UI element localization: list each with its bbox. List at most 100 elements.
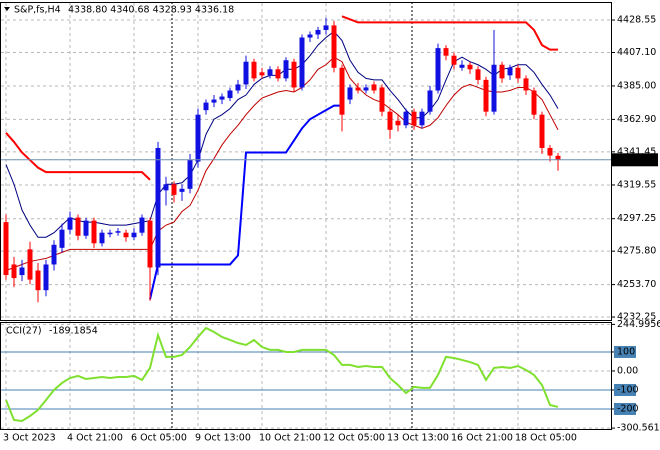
candle-body [123, 232, 129, 238]
chart-title: S&P,fs,H4 [14, 5, 61, 16]
candle-body [3, 222, 9, 276]
x-tick-label: 13 Oct 13:00 [387, 433, 449, 444]
candle-body [139, 217, 145, 233]
y-tick-label: -300.5615 [617, 423, 660, 434]
candle-body [35, 270, 41, 291]
y-tick-label: 0.00 [617, 365, 638, 376]
cci-title: CCI(27) [6, 326, 42, 337]
x-tick-label: 3 Oct 2023 [3, 433, 56, 444]
candle-body [259, 72, 265, 76]
candle-body [451, 55, 457, 65]
x-tick-label: 9 Oct 13:00 [195, 433, 251, 444]
candle-body [427, 90, 433, 112]
candle-body [59, 229, 65, 248]
candle-body [515, 67, 521, 79]
candle-body [507, 67, 513, 76]
candle-body [547, 147, 553, 156]
candle-body [387, 111, 393, 130]
candle-body [499, 64, 505, 79]
candle-body [99, 232, 105, 244]
candle-body [283, 60, 289, 79]
candle-body [371, 84, 377, 91]
x-tick-label: 16 Oct 21:00 [451, 433, 513, 444]
cci-frame [0, 322, 612, 430]
candle-body [91, 220, 97, 244]
level-label-box [614, 383, 636, 396]
candle-body [235, 84, 241, 91]
candle-body [307, 34, 313, 38]
candle-body [67, 217, 73, 230]
y-tick-label: 100 [617, 346, 635, 357]
candle-body [323, 25, 329, 30]
cci-value: -189.1854 [49, 326, 98, 337]
candle-body [475, 69, 481, 80]
candle-body [155, 147, 161, 268]
y-tick-label: 4297.25 [617, 213, 656, 224]
candle-body [539, 114, 545, 148]
candle-body [43, 264, 49, 291]
candle-body [83, 220, 89, 236]
candle-body [75, 217, 81, 236]
candle-body [163, 184, 169, 191]
candle-body [483, 79, 489, 112]
candle-body [131, 232, 137, 238]
y-tick-label: 4428.55 [617, 15, 656, 26]
x-tick-label: 10 Oct 21:00 [259, 433, 321, 444]
indicator-line [5, 56, 559, 271]
indicator-line [341, 15, 558, 51]
candle-body [331, 25, 337, 68]
candle-body [491, 64, 497, 112]
candle-body [339, 67, 345, 115]
candle-body [107, 232, 113, 235]
candle-body [467, 64, 473, 70]
candle-body [203, 102, 209, 111]
x-tick-label: 4 Oct 21:00 [67, 433, 123, 444]
candle-body [347, 87, 353, 100]
candle-body [243, 61, 249, 85]
candle-body [299, 37, 305, 88]
candle-body [115, 231, 121, 233]
candle-body [179, 188, 185, 192]
level-label-box [614, 402, 636, 415]
y-tick-label: 4319.55 [617, 179, 656, 190]
indicator-line [5, 30, 559, 238]
candle-body [171, 184, 177, 195]
y-tick-label: 4253.70 [617, 279, 656, 290]
candle-body [555, 155, 561, 160]
y-tick-label: 4362.90 [617, 114, 656, 125]
candle-body [403, 111, 409, 126]
candle-body [19, 267, 25, 276]
x-tick-label: 12 Oct 05:00 [323, 433, 385, 444]
candle-body [195, 114, 201, 162]
current-price-box [612, 153, 658, 167]
current-price-label: 4336.18 [616, 154, 655, 165]
candle-body [531, 90, 537, 115]
candle-body [27, 249, 33, 280]
candle-body [443, 48, 449, 56]
candle-body [291, 61, 297, 88]
candle-body [523, 78, 529, 91]
candle-body [267, 69, 273, 76]
y-tick-label: 4232.25 [617, 312, 656, 323]
candle-body [219, 96, 225, 100]
y-tick-label: 244.9956 [617, 319, 660, 330]
level-label-box [614, 345, 636, 358]
candle-body [187, 160, 193, 189]
y-tick-label: 4385.00 [617, 80, 656, 91]
candle-body [147, 220, 153, 268]
candle-body [459, 64, 465, 68]
candle-body [51, 244, 57, 265]
main-frame [0, 2, 612, 321]
candle-body [363, 87, 369, 91]
candle-body [355, 87, 361, 91]
candle-body [379, 87, 385, 112]
cci-line [5, 326, 559, 422]
y-tick-label: 4407.10 [617, 47, 656, 58]
y-tick-label: 4275.80 [617, 246, 656, 257]
x-tick-label: 18 Oct 05:00 [515, 433, 577, 444]
candle-body [227, 90, 233, 99]
y-tick-label: 4341.45 [617, 146, 656, 157]
candle-body [395, 120, 401, 126]
candle-body [411, 111, 417, 126]
